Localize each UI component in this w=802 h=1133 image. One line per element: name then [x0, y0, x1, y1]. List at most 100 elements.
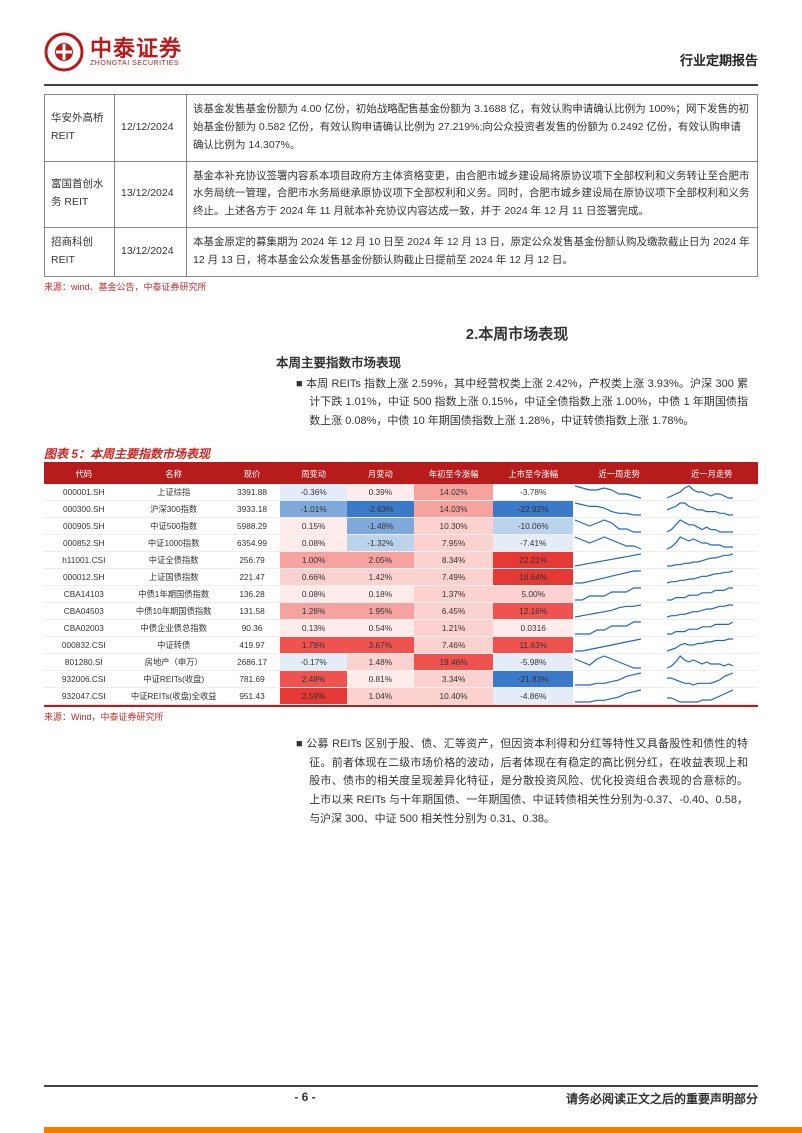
listing-change-cell: -7.41%: [493, 534, 573, 551]
logo-text-en: ZHONGTAI SECURITIES: [90, 60, 182, 67]
price-cell: 6354.99: [224, 534, 281, 551]
week-change-cell: 1.78%: [280, 636, 347, 653]
price-cell: 5988.29: [224, 517, 281, 534]
name-cell: 上证综指: [124, 484, 224, 501]
name-cell: 中证REITs(收盘): [124, 670, 224, 687]
announce-date: 12/12/2024: [115, 95, 187, 162]
table-row: 000012.SH上证国债指数221.470.66%1.42%7.49%18.6…: [44, 568, 758, 585]
week-sparkline: [573, 484, 665, 501]
week-change-cell: 2.59%: [280, 687, 347, 704]
month-change-cell: 1.42%: [347, 568, 414, 585]
header-divider: [44, 84, 758, 86]
table-header: 名称: [124, 464, 224, 484]
name-cell: 房地产（申万）: [124, 653, 224, 670]
fund-name: 招商科创REIT: [45, 228, 115, 277]
table-header: 现价: [224, 464, 281, 484]
week-change-cell: -0.36%: [280, 484, 347, 501]
week-change-cell: 2.48%: [280, 670, 347, 687]
month-change-cell: -1.48%: [347, 517, 414, 534]
announcement-row: 富国首创水务 REIT 13/12/2024 基金本补充协议签署内容系本项目政府…: [45, 161, 758, 228]
code-cell: 000012.SH: [44, 568, 124, 585]
month-sparkline: [665, 568, 758, 585]
week-sparkline: [573, 602, 665, 619]
index-performance-table: 代码名称现价周变动月变动年初至今涨幅上市至今涨幅近一周走势近一月走势 00000…: [44, 464, 758, 705]
month-sparkline: [665, 670, 758, 687]
section-title: 2.本周市场表现: [276, 323, 758, 344]
code-cell: 000852.SH: [44, 534, 124, 551]
report-type: 行业定期报告: [680, 32, 758, 69]
chart-source: 来源：Wind，中泰证券研究所: [44, 710, 758, 723]
name-cell: 中证1000指数: [124, 534, 224, 551]
month-change-cell: -1.32%: [347, 534, 414, 551]
code-cell: 932047.CSI: [44, 687, 124, 704]
ytd-change-cell: 3.34%: [414, 670, 494, 687]
week-sparkline: [573, 670, 665, 687]
price-cell: 131.58: [224, 602, 281, 619]
name-cell: 中证转债: [124, 636, 224, 653]
announce-desc: 基金本补充协议签署内容系本项目政府方主体资格变更，由合肥市城乡建设局将原协议项下…: [187, 161, 758, 228]
month-sparkline: [665, 534, 758, 551]
month-sparkline: [665, 602, 758, 619]
table-row: CBA04503中债10年期国债指数131.581.28%1.95%6.45%1…: [44, 602, 758, 619]
week-sparkline: [573, 500, 665, 517]
month-change-cell: 1.95%: [347, 602, 414, 619]
listing-change-cell: -5.98%: [493, 653, 573, 670]
table-row: 000852.SH中证1000指数6354.990.08%-1.32%7.95%…: [44, 534, 758, 551]
week-change-cell: 0.15%: [280, 517, 347, 534]
price-cell: 3391.88: [224, 484, 281, 501]
price-cell: 136.28: [224, 585, 281, 602]
listing-change-cell: -10.06%: [493, 517, 573, 534]
month-change-cell: -2.63%: [347, 500, 414, 517]
ytd-change-cell: 8.34%: [414, 551, 494, 568]
week-sparkline: [573, 687, 665, 704]
table-row: 000832.CSI中证转债419.971.78%3.67%7.46%11.63…: [44, 636, 758, 653]
fund-name: 华安外高桥REIT: [45, 95, 115, 162]
ytd-change-cell: 10.40%: [414, 687, 494, 704]
name-cell: 中债1年期国债指数: [124, 585, 224, 602]
listing-change-cell: 22.21%: [493, 551, 573, 568]
table-source: 来源：wind、基金公告，中泰证券研究所: [44, 280, 758, 293]
week-sparkline: [573, 636, 665, 653]
ytd-change-cell: 7.95%: [414, 534, 494, 551]
ytd-change-cell: 19.46%: [414, 653, 494, 670]
code-cell: 932006.CSI: [44, 670, 124, 687]
ytd-change-cell: 1.21%: [414, 619, 494, 636]
week-sparkline: [573, 568, 665, 585]
price-cell: 90.36: [224, 619, 281, 636]
page-number: - 6 -: [294, 1090, 315, 1107]
week-change-cell: 0.08%: [280, 585, 347, 602]
summary-paragraph-1: ■本周 REITs 指数上涨 2.59%，其中经营权类上涨 2.42%，产权类上…: [296, 375, 748, 431]
name-cell: 中证全债指数: [124, 551, 224, 568]
price-cell: 419.97: [224, 636, 281, 653]
footer-note: 请务必阅读正文之后的重要声明部分: [566, 1090, 758, 1107]
table-row: 932047.CSI中证REITs(收盘)全收益951.432.59%1.04%…: [44, 687, 758, 704]
week-sparkline: [573, 551, 665, 568]
table-header: 年初至今涨幅: [414, 464, 494, 484]
announce-date: 13/12/2024: [115, 228, 187, 277]
code-cell: 000832.CSI: [44, 636, 124, 653]
price-cell: 256.79: [224, 551, 281, 568]
week-sparkline: [573, 653, 665, 670]
week-sparkline: [573, 517, 665, 534]
price-cell: 221.47: [224, 568, 281, 585]
table-header: 周变动: [280, 464, 347, 484]
brand-logo: 中泰证券 ZHONGTAI SECURITIES: [44, 32, 182, 72]
code-cell: 000300.SH: [44, 500, 124, 517]
table-row: h11001.CSI中证全债指数256.791.00%2.05%8.34%22.…: [44, 551, 758, 568]
week-change-cell: -1.01%: [280, 500, 347, 517]
ytd-change-cell: 10.30%: [414, 517, 494, 534]
table-row: 000300.SH沪深300指数3933.18-1.01%-2.63%14.03…: [44, 500, 758, 517]
logo-icon: [44, 32, 84, 72]
ytd-change-cell: 7.46%: [414, 636, 494, 653]
listing-change-cell: 12.16%: [493, 602, 573, 619]
announcement-table: 华安外高桥REIT 12/12/2024 该基金发售基金份额为 4.00 亿份，…: [44, 94, 758, 277]
code-cell: CBA04503: [44, 602, 124, 619]
chart-divider-bottom: [44, 705, 758, 707]
month-change-cell: 0.18%: [347, 585, 414, 602]
month-sparkline: [665, 687, 758, 704]
ytd-change-cell: 14.03%: [414, 500, 494, 517]
month-change-cell: 1.04%: [347, 687, 414, 704]
month-sparkline: [665, 585, 758, 602]
month-change-cell: 0.54%: [347, 619, 414, 636]
table-header: 上市至今涨幅: [493, 464, 573, 484]
